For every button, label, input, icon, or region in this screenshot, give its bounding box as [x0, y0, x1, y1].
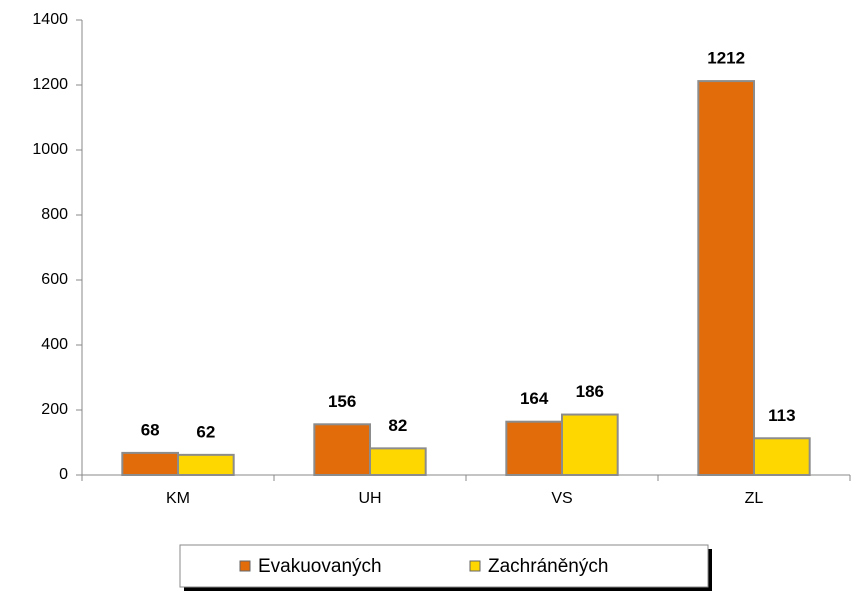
bar: [561, 413, 619, 476]
y-tick-label: 0: [59, 466, 68, 483]
bar: [121, 451, 179, 476]
legend-box: [179, 544, 709, 588]
y-tick-label: 1200: [32, 76, 68, 93]
y-tick-label: 1000: [32, 141, 68, 158]
x-tick-label: ZL: [745, 490, 764, 507]
bar: [313, 423, 372, 476]
legend-label: Evakuovaných: [258, 556, 382, 577]
y-tick-label: 200: [41, 401, 68, 418]
value-label: 68: [141, 420, 160, 439]
x-tick-label: UH: [358, 490, 381, 507]
x-tick-label: VS: [551, 490, 572, 507]
y-tick-label: 800: [41, 206, 68, 223]
y-tick-label: 1400: [32, 11, 68, 28]
value-label: 186: [576, 382, 604, 401]
bar: [753, 437, 811, 476]
value-label: 156: [328, 392, 356, 411]
legend-swatch: [239, 560, 251, 572]
legend-label: Zachráněných: [488, 556, 608, 577]
value-label: 82: [388, 416, 407, 435]
value-label: 113: [768, 406, 795, 425]
value-label: 164: [520, 389, 549, 408]
y-tick-label: 600: [41, 271, 68, 288]
y-tick-label: 400: [41, 336, 68, 353]
legend-swatch: [469, 560, 481, 572]
bar: [177, 453, 235, 477]
bar: [369, 447, 427, 477]
value-label: 1212: [707, 49, 745, 68]
bar: [697, 80, 756, 476]
x-tick-label: KM: [166, 490, 190, 507]
bar: [505, 420, 564, 477]
value-label: 62: [196, 422, 215, 441]
